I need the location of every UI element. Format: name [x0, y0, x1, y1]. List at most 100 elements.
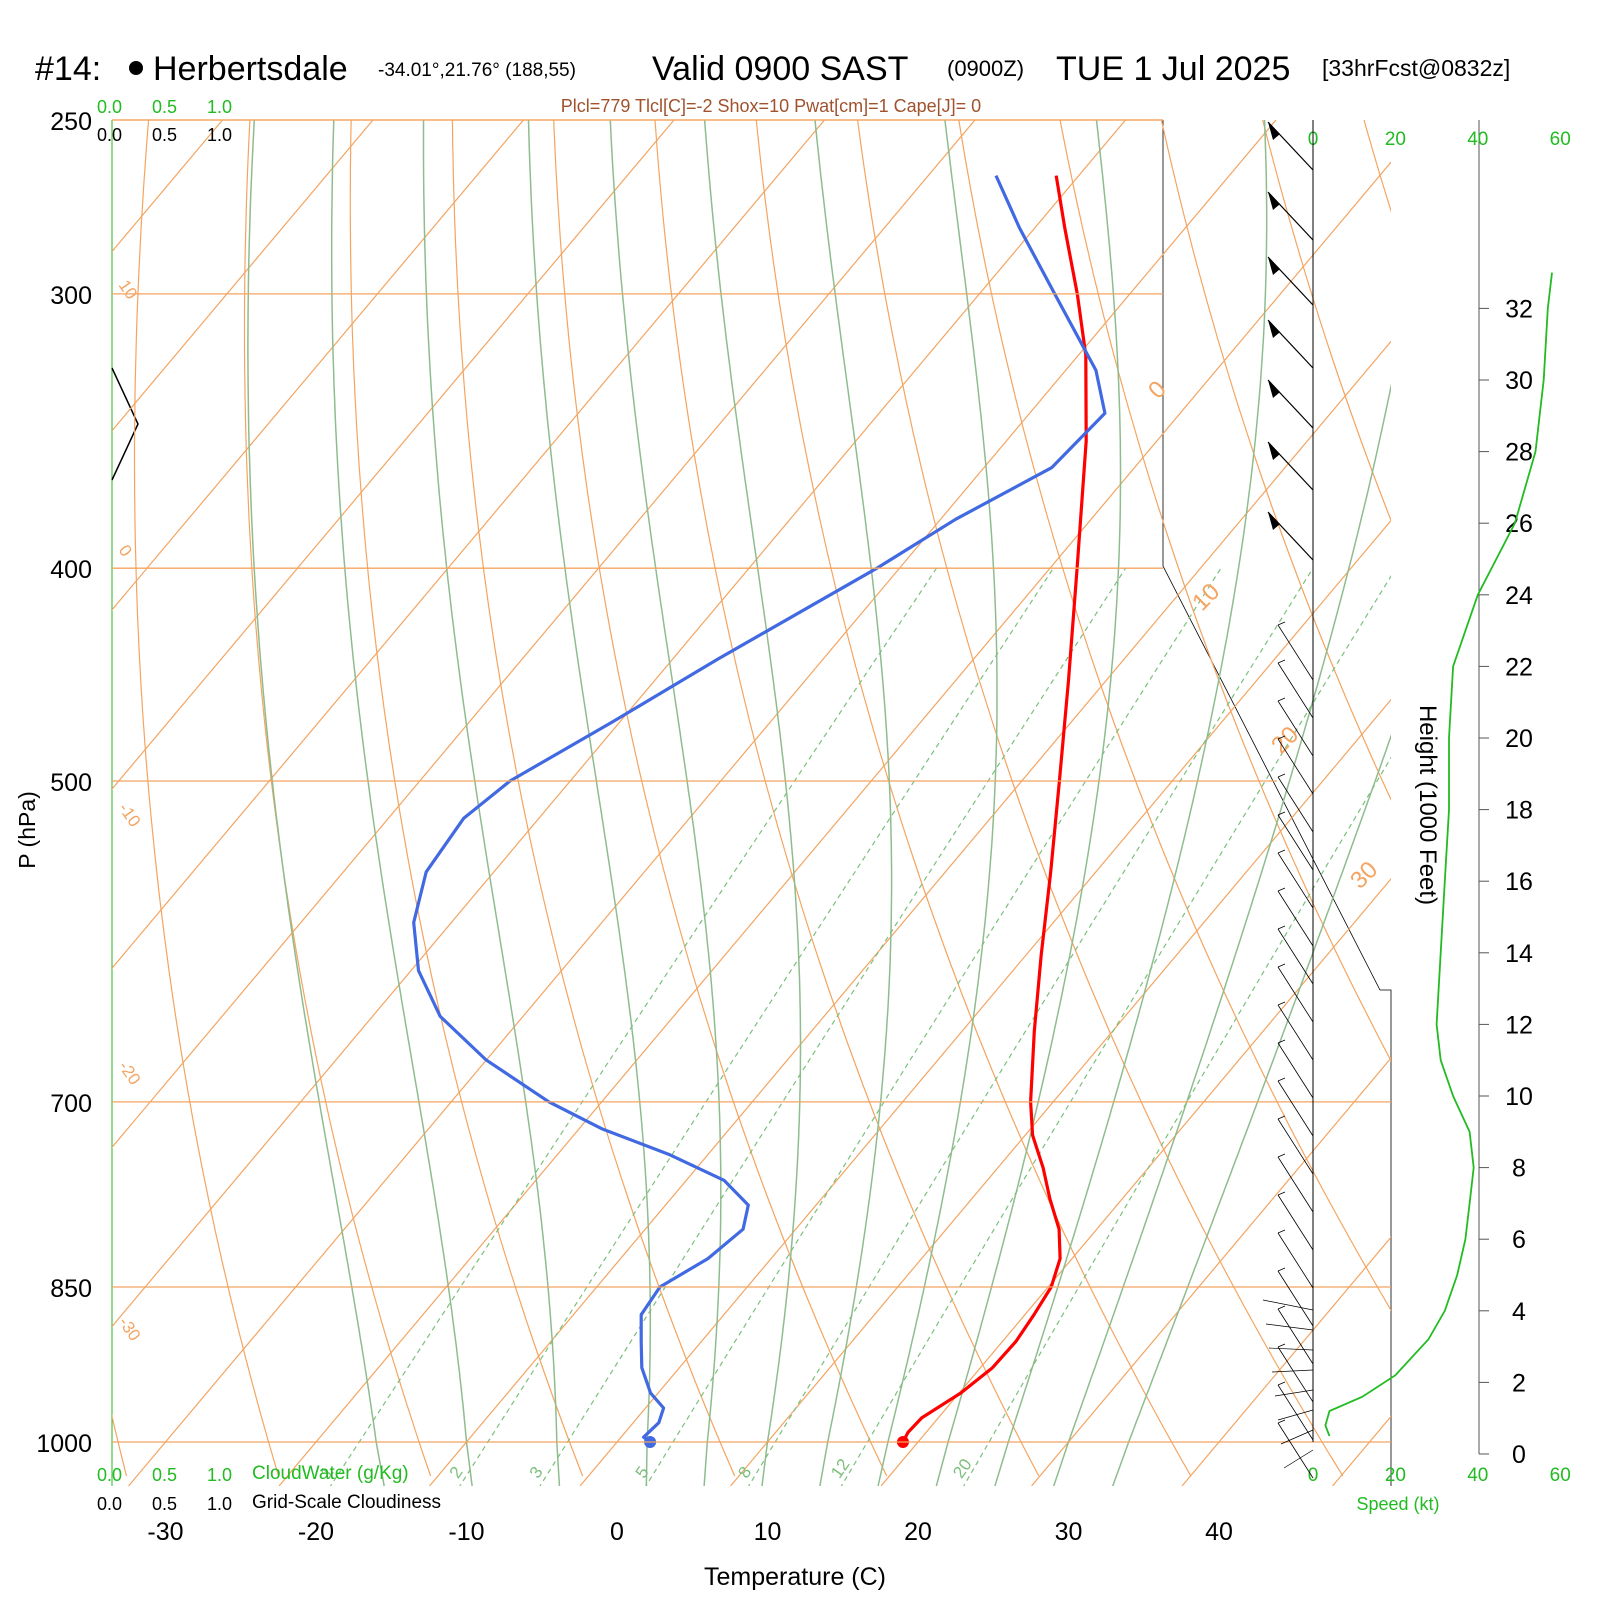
height-tick-18: 18: [1505, 797, 1533, 825]
isotherm-10: [731, 120, 1600, 1486]
cloudwater-tick-bottom-0: 0.0: [97, 1465, 122, 1485]
cloudwater-label: CloudWater (g/Kg): [252, 1463, 409, 1484]
wind-barb-mid-flag-6: [1278, 850, 1285, 853]
isotherm-label-right-20: 20: [1266, 721, 1304, 759]
wind-barb-mid-flag-11: [1278, 1040, 1285, 1043]
pressure-tick-850: 850: [50, 1275, 92, 1303]
pressure-tick-250: 250: [50, 108, 92, 136]
dry-adiabat-370: [1364, 120, 1600, 1476]
height-tick-16: 16: [1505, 868, 1533, 896]
isotherm-label-left--20: -20: [115, 1057, 145, 1088]
wind-barb-mid-flag-12: [1278, 1078, 1285, 1081]
wind-barb-low-1: [1266, 1324, 1313, 1330]
speed-tick-top-60: 60: [1550, 129, 1571, 150]
height-tick-2: 2: [1512, 1369, 1526, 1397]
wind-barb-mid-flag-1: [1278, 660, 1285, 663]
mixing-ratio-label-3: 3: [526, 1463, 547, 1482]
isotherm--50: [0, 120, 975, 1486]
height-tick-24: 24: [1505, 582, 1533, 610]
speed-tick-bottom-60: 60: [1550, 1465, 1571, 1486]
wind-barb-pennant-4: [1268, 380, 1280, 398]
isotherm-label-right-0: 0: [1143, 376, 1172, 405]
wind-barb-mid-flag-14: [1278, 1154, 1285, 1157]
isotherm--20: [279, 120, 1426, 1486]
cloudiness-tick-bottom-2: 1.0: [207, 1494, 232, 1514]
wind-barb-mid-flag-18: [1278, 1306, 1285, 1309]
moist-adiabat-2: [529, 120, 651, 1515]
valid-time: Valid 0900 SAST: [652, 50, 908, 88]
pressure-tick-500: 500: [50, 769, 92, 797]
height-tick-30: 30: [1505, 367, 1533, 395]
isotherm--10: [430, 120, 1577, 1486]
moist-adiabat-10: [705, 120, 801, 1515]
pressure-tick-700: 700: [50, 1090, 92, 1118]
isotherm-20: [881, 120, 1600, 1486]
wind-barb-mid-flag-16: [1278, 1230, 1285, 1233]
moist-adiabat-26: [986, 120, 1267, 1515]
height-tick-28: 28: [1505, 439, 1533, 467]
slanted-boundary-line: [1163, 120, 1391, 1486]
speed-tick-top-20: 20: [1385, 129, 1406, 150]
wind-barb-mid-flag-21: [1278, 1420, 1285, 1423]
y-axis-title: P (hPa): [14, 791, 40, 869]
wind-barb-low-2: [1269, 1348, 1313, 1350]
isotherm-50: [1333, 120, 1600, 1486]
speed-tick-bottom-20: 20: [1385, 1465, 1406, 1486]
temperature-tick-40: 40: [1205, 1518, 1233, 1546]
isotherm--30: [129, 120, 1276, 1486]
height-tick-12: 12: [1505, 1011, 1533, 1039]
wind-barb-mid-flag-15: [1278, 1192, 1285, 1195]
mixing-ratio-line-8: [747, 568, 1313, 1488]
cloudwater-tick-bottom-1: 0.5: [152, 1465, 177, 1485]
wind-barb-mid-flag-13: [1278, 1116, 1285, 1119]
forecast-info: [33hrFcst@0832z]: [1322, 55, 1510, 81]
wind-barb-mid-flag-20: [1278, 1382, 1285, 1385]
cloudiness-label: Grid-Scale Cloudiness: [252, 1492, 441, 1513]
wind-barb-pennant-0: [1268, 122, 1280, 140]
mixing-ratio-label-5: 5: [632, 1463, 653, 1482]
zulu-time: (0900Z): [947, 56, 1024, 81]
pressure-tick-400: 400: [50, 556, 92, 584]
isotherm--70: [0, 120, 674, 1486]
speed-axis-title: Speed (kt): [1356, 1494, 1439, 1514]
isotherm-label-left-0: 0: [115, 541, 136, 560]
wind-barb-pennant-6: [1268, 512, 1280, 530]
height-tick-8: 8: [1512, 1155, 1526, 1183]
wind-barb-low-0: [1263, 1300, 1313, 1310]
temperature-tick--30: -30: [147, 1518, 183, 1546]
height-tick-6: 6: [1512, 1226, 1526, 1254]
forecast-date: TUE 1 Jul 2025: [1056, 50, 1290, 88]
isotherm-0: [580, 120, 1600, 1486]
speed-tick-bottom-40: 40: [1467, 1465, 1488, 1486]
moist-adiabat--4: [424, 120, 562, 1515]
mixing-ratio-label-12: 12: [827, 1455, 853, 1481]
wind-barb-pennant-5: [1268, 442, 1280, 460]
wind-barb-mid-flag-10: [1278, 1002, 1285, 1005]
moist-adiabat-30: [1044, 120, 1432, 1515]
height-tick-10: 10: [1505, 1083, 1533, 1111]
dry-adiabat-250: [135, 120, 279, 1476]
station-dot-icon: [129, 61, 143, 75]
dry-adiabat-290: [554, 120, 887, 1476]
cloudwater-tick-top-1: 0.5: [152, 97, 177, 117]
temperature-tick--10: -10: [448, 1518, 484, 1546]
dry-adiabat-300: [655, 120, 1039, 1476]
height-axis-title: Height (1000 Feet): [1414, 705, 1441, 905]
temperature-tick-0: 0: [610, 1518, 624, 1546]
speed-tick-top-40: 40: [1467, 129, 1488, 150]
height-tick-14: 14: [1505, 940, 1533, 968]
isotherm--40: [0, 120, 1125, 1486]
wind-barb-pennant-2: [1268, 257, 1280, 275]
station-name: Herbertsdale: [153, 50, 348, 88]
cloudiness-tick-bottom-0: 0.0: [97, 1494, 122, 1514]
pressure-tick-300: 300: [50, 282, 92, 310]
wind-barb-mid-flag-17: [1278, 1268, 1285, 1271]
mixing-ratio-label-8: 8: [734, 1463, 755, 1482]
temperature-tick-30: 30: [1055, 1518, 1083, 1546]
wind-barb-pennant-3: [1268, 320, 1280, 338]
temperature-tick--20: -20: [298, 1518, 334, 1546]
wind-barb-mid-flag-7: [1278, 888, 1285, 891]
wind-barb-mid-flag-8: [1278, 926, 1285, 929]
